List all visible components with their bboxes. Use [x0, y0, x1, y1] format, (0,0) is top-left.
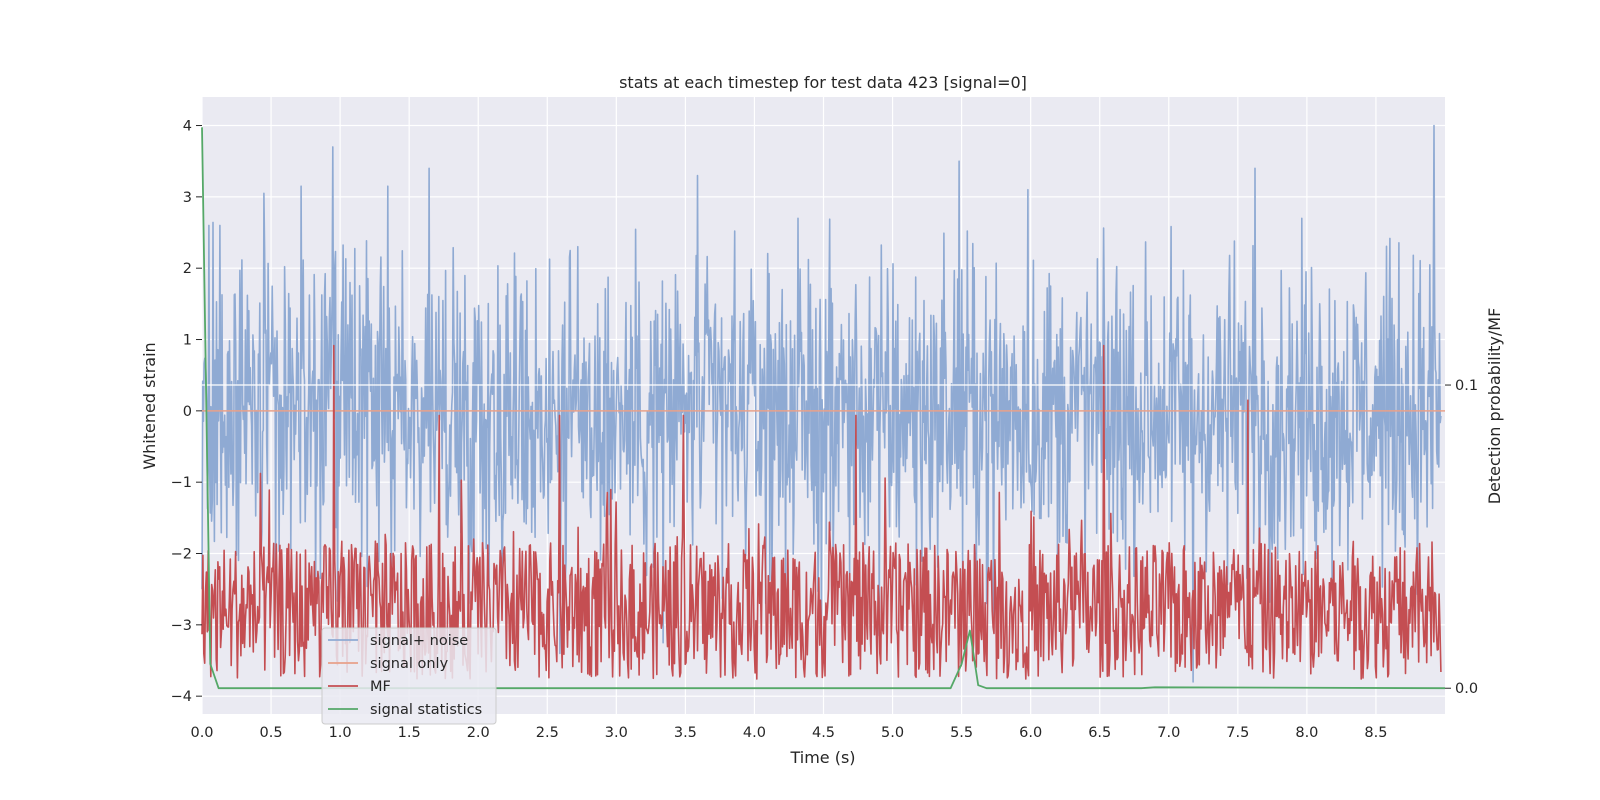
legend-label-signal-noise: signal+ noise: [370, 633, 468, 649]
legend-label-signal-only: signal only: [370, 656, 449, 672]
x-tick-label: 6.5: [1088, 725, 1111, 741]
x-tick-label: 8.5: [1364, 725, 1387, 741]
x-tick-label: 2.5: [536, 725, 559, 741]
y-tick-label: −4: [171, 689, 192, 705]
y-tick-label: −2: [171, 547, 192, 563]
y-tick-label: −3: [171, 618, 192, 634]
y-tick-label: 0: [183, 404, 192, 420]
x-tick-label: 3.0: [605, 725, 628, 741]
y-tick-label: 3: [183, 190, 192, 206]
x-tick-label: 4.5: [812, 725, 835, 741]
x-axis-ticks: 0.0 0.5 1.0 1.5 2.0 2.5 3.0 3.5 4.0 4.5 5.0 5.5 6.0 6…: [190, 725, 1387, 741]
legend: signal+ noise signal only MF signal stat…: [321, 627, 497, 725]
legend-box: [321, 627, 497, 725]
right-axis-label: Detection probability/MF: [1485, 308, 1504, 505]
series-signal-statistics-line: [201, 127, 1446, 690]
x-tick-label: 1.5: [398, 725, 421, 741]
x-tick-label: 5.0: [881, 725, 904, 741]
x-tick-label: 0.5: [260, 725, 283, 741]
y-tick-label: 2: [183, 261, 192, 277]
x-tick-label: 1.0: [329, 725, 352, 741]
x-axis-label: Time (s): [789, 748, 855, 767]
x-tick-label: 3.5: [674, 725, 697, 741]
legend-label-mf: MF: [370, 679, 391, 695]
series-mf-line: [201, 344, 1442, 680]
x-tick-label: 7.0: [1157, 725, 1180, 741]
legend-label-signal-statistics: signal statistics: [370, 702, 482, 718]
x-tick-label: 5.5: [950, 725, 973, 741]
chart-title: stats at each timestep for test data 423…: [619, 73, 1027, 92]
x-tick-label: 8.0: [1295, 725, 1318, 741]
y-tick-label: 1: [183, 333, 192, 349]
y-axis-ticks: 4 3 2 1 0 −1 −2 −3 −4: [171, 119, 202, 705]
right-tick-label: 0.0: [1455, 681, 1478, 697]
x-tick-label: 6.0: [1019, 725, 1042, 741]
x-tick-label: 7.5: [1226, 725, 1249, 741]
y-axis-label: Whitened strain: [140, 342, 159, 469]
y-tick-label: 4: [183, 119, 192, 135]
right-tick-label: 0.1: [1455, 378, 1478, 394]
x-tick-label: 2.0: [467, 725, 490, 741]
y-tick-label: −1: [171, 475, 192, 491]
x-tick-label: 4.0: [743, 725, 766, 741]
right-axis-ticks: 0.1 0.0: [1445, 378, 1478, 697]
x-tick-label: 0.0: [190, 725, 213, 741]
